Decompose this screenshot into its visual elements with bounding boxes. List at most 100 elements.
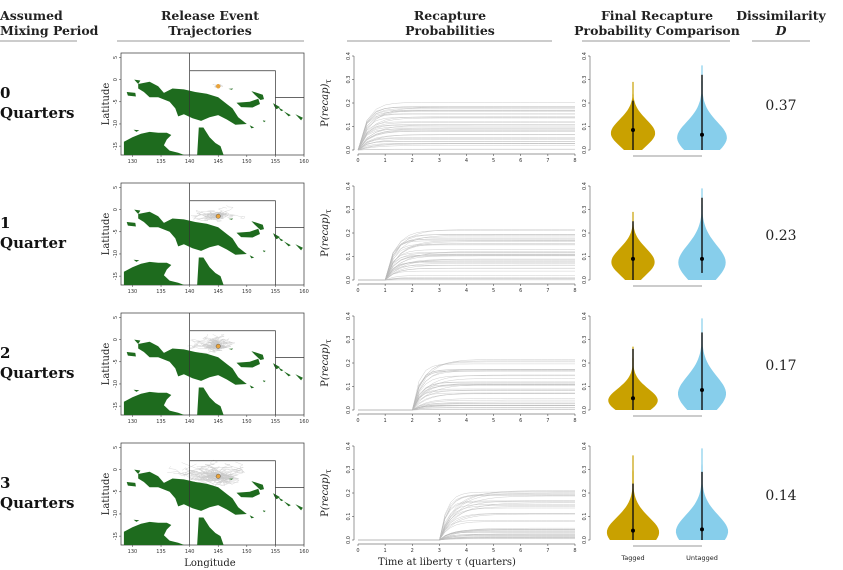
map-xtick-label: 140 [185,419,195,425]
recap-ylabel: P(recap)τ [320,339,333,387]
trajectory [200,459,219,477]
recap-curve [357,110,575,151]
trajectory [205,340,225,349]
landmass [123,261,185,285]
trajectory [212,334,225,347]
recap-curve [358,507,575,541]
landmass [262,510,266,513]
trajectory [190,339,219,347]
recap-curve [358,262,575,281]
recap-xtick-label: 5 [492,548,495,554]
recap-curve [358,241,575,281]
map-xtick-label: 160 [299,419,309,425]
violin-tagged-median [631,128,635,133]
recap-curve [358,370,575,411]
map-ytick-label: -15 [113,272,119,280]
recap-xtick-label: 4 [465,288,468,294]
map-xtick-label: 130 [128,549,138,555]
violin-untagged-median [700,527,704,532]
map-xtick-label: 155 [271,419,281,425]
violin-plot: 0.0 0.1 0.2 0.3 0.4 [582,312,726,417]
violin-tagged-median [631,528,635,533]
map-ytick-label: -15 [113,142,119,150]
recap-curve [357,131,575,151]
recap-curve [358,533,575,541]
landmass [123,131,185,155]
landmass [126,482,136,487]
map-ytick-label: 5 [113,186,119,189]
recap-curve [358,374,575,411]
map-ytick-label: 0 [113,208,119,211]
landmass [249,125,255,129]
landmass [197,127,224,155]
recap-curve [357,143,575,151]
recap-curve [358,529,575,541]
recap-curve [358,529,575,541]
violin-tagged-median [631,396,635,401]
landmass [133,519,140,522]
violin-plot: 0.0 0.1 0.2 0.3 0.4 [582,52,727,157]
recap-curve [358,236,575,281]
recap-curve [358,492,575,541]
land [123,469,310,545]
map-content [123,443,310,545]
landmass [295,504,303,511]
recap-ylabel: P(recap)τ [320,79,333,127]
map-ytick-label: -10 [113,380,119,388]
recap-xtick-label: 3 [438,158,441,164]
trajectory [207,464,230,478]
landmass [133,259,140,262]
recap-curve [358,378,575,411]
recap-curve [358,393,575,411]
row-label-unit: Quarters [0,364,74,382]
trajectory [215,472,235,478]
landmass [236,358,260,368]
trajectory [213,469,243,477]
recap-curve [358,252,575,281]
recap-ytick-label: 0.0 [346,536,352,544]
landmass [134,339,141,344]
landmass [112,224,120,227]
trajectory [218,461,245,479]
trajectory [209,338,220,347]
recap-xtick-label: 7 [546,158,549,164]
map-xtick-label: 150 [242,289,252,295]
trajectory [199,346,222,354]
violin-tagged-median [631,256,635,261]
header-dissimilarity-symbol: D [775,23,787,38]
trajectory [203,469,222,477]
recap-curve [358,537,575,541]
recap-curve [358,251,575,281]
recap-curve [358,243,575,281]
dissimilarity-value: 0.23 [765,228,796,244]
map-ytick-label: 0 [113,78,119,81]
landmass [123,521,185,545]
header-release-line1: Release Event [161,8,259,23]
recap-curve [358,495,575,541]
map-ytick-label: -10 [113,510,119,518]
recap-xtick-label: 4 [465,158,468,164]
trajectory [215,476,232,487]
recap-ylabel: P(recap)τ [320,209,333,257]
landmass [306,510,310,513]
recap-curve [358,401,575,411]
landmass [251,91,264,100]
recap-curve [358,500,575,541]
trajectory [196,334,219,347]
recap-curve [358,502,575,541]
recap-curve [358,265,575,281]
land [123,339,303,415]
recap-curve [358,260,575,281]
recap-curve [358,254,575,281]
recap-curve [358,238,575,281]
recap-curve [358,385,575,411]
recap-curve [357,143,575,151]
recap-xtick-label: 7 [546,288,549,294]
recap-curve [357,102,575,151]
recap-curve [358,393,575,411]
recap-curves [358,359,575,411]
violin-group-label: Untagged [686,554,718,562]
